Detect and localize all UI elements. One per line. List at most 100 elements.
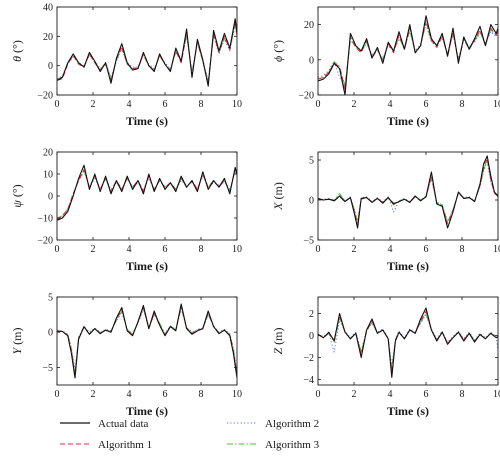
series-group: [57, 303, 237, 379]
x-axis-label: Time (s): [387, 114, 429, 128]
x-tick-label: 2: [91, 389, 96, 400]
series-line-algorithm2: [318, 314, 498, 367]
series-group: [57, 18, 237, 87]
x-tick-label: 0: [316, 99, 321, 110]
series-group: [318, 15, 498, 95]
y-tick-label: 10: [43, 170, 53, 181]
series-line-actual: [57, 18, 237, 87]
series-group: [318, 155, 498, 229]
y-axis-label: X (m): [271, 182, 285, 211]
series-line-algorithm1: [318, 157, 498, 225]
series-line-actual: [318, 307, 498, 378]
legend-item-algorithm1: Algorithm 1: [60, 439, 152, 451]
x-tick-label: 6: [163, 389, 168, 400]
y-tick-label: 0: [309, 331, 314, 342]
plot-frame: [56, 6, 238, 96]
y-tick-label: −5: [42, 363, 53, 374]
plot-frame: [317, 6, 499, 96]
x-tick-label: 2: [91, 99, 96, 110]
x-tick-label: 4: [388, 389, 393, 400]
y-tick-label: 0: [309, 55, 314, 66]
x-axis-label: Time (s): [126, 404, 168, 418]
x-tick-label: 10: [493, 244, 500, 255]
legend-label: Actual data: [98, 418, 149, 430]
series-line-algorithm2: [57, 24, 237, 81]
x-tick-label: 0: [55, 99, 60, 110]
y-axis-label: θ (°): [10, 40, 24, 62]
y-axis-unit: (°): [271, 40, 285, 53]
x-tick-label: 2: [352, 99, 357, 110]
x-tick-label: 10: [493, 389, 500, 400]
x-tick-label: 0: [316, 389, 321, 400]
series-line-algorithm3: [318, 313, 498, 369]
y-axis-symbol: Y: [10, 347, 24, 355]
legend-label: Algorithm 1: [98, 439, 152, 451]
x-tick-label: 0: [55, 389, 60, 400]
panel-Y: 0 2 4 6 8 10 −5 0 5 Time (s) Y (m): [10, 293, 242, 419]
x-tick-label: 4: [127, 99, 132, 110]
y-tick-label: 5: [309, 156, 314, 167]
y-tick-label: −20: [37, 91, 53, 102]
x-axis-label: Time (s): [387, 259, 429, 273]
plot-frame: [317, 151, 499, 241]
x-tick-label: 6: [163, 244, 168, 255]
x-tick-label: 6: [424, 244, 429, 255]
legend-label: Algorithm 2: [265, 418, 319, 430]
y-axis-symbol: ψ: [10, 200, 24, 208]
y-axis-label: ϕ (°): [271, 40, 285, 62]
y-axis-symbol: Z: [271, 348, 285, 355]
x-tick-label: 4: [127, 244, 132, 255]
x-tick-label: 8: [199, 244, 204, 255]
y-tick-label: 20: [43, 148, 53, 159]
y-tick-label: 20: [43, 32, 53, 43]
y-axis-unit: (m): [271, 327, 285, 344]
y-axis-label: ψ (°): [10, 184, 24, 207]
y-axis-unit: (m): [10, 327, 24, 344]
panel-Z: 0 2 4 6 8 10 −4 −2 0 2 Time (s) Z (m): [271, 296, 500, 418]
x-tick-label: 0: [316, 244, 321, 255]
y-tick-label: 20: [304, 20, 314, 31]
y-tick-label: 0: [48, 61, 53, 72]
x-tick-label: 10: [232, 389, 242, 400]
x-tick-label: 2: [352, 389, 357, 400]
legend-item-algorithm3: Algorithm 3: [227, 439, 320, 451]
x-tick-label: 8: [460, 99, 465, 110]
series-line-algorithm1: [57, 169, 237, 221]
series-line-algorithm1: [318, 310, 498, 373]
series-line-algorithm1: [57, 21, 237, 84]
series-line-actual: [318, 15, 498, 95]
y-tick-label: 5: [48, 293, 53, 304]
x-tick-label: 10: [493, 99, 500, 110]
y-tick-label: −20: [298, 91, 314, 102]
y-tick-label: −20: [37, 236, 53, 247]
series-line-algorithm2: [318, 161, 498, 223]
y-tick-label: 0: [48, 328, 53, 339]
series-line-actual: [57, 164, 237, 221]
x-tick-label: 6: [424, 389, 429, 400]
x-tick-label: 8: [460, 389, 465, 400]
y-axis-symbol: θ: [10, 56, 24, 62]
x-tick-label: 0: [55, 244, 60, 255]
y-axis-unit: (°): [10, 40, 24, 53]
plot-frame: [56, 296, 238, 386]
x-tick-label: 8: [460, 244, 465, 255]
series-group: [57, 164, 237, 221]
x-axis-label: Time (s): [126, 259, 168, 273]
panel-psi: 0 2 4 6 8 10 −20 −10 0 10 20 Time (s) ψ (°): [10, 148, 242, 274]
y-tick-label: 0: [309, 196, 314, 207]
y-tick-label: 0: [48, 192, 53, 203]
y-axis-symbol: X: [271, 202, 285, 211]
x-axis-label: Time (s): [387, 404, 429, 418]
y-tick-label: −10: [37, 214, 53, 225]
x-tick-label: 4: [127, 389, 132, 400]
y-axis-symbol: ϕ: [271, 56, 285, 62]
y-tick-label: 40: [43, 3, 53, 14]
x-tick-label: 2: [91, 244, 96, 255]
y-axis-label: Z (m): [271, 327, 285, 354]
x-tick-label: 4: [388, 99, 393, 110]
series-line-algorithm3: [57, 169, 237, 219]
y-tick-label: −2: [303, 353, 314, 364]
